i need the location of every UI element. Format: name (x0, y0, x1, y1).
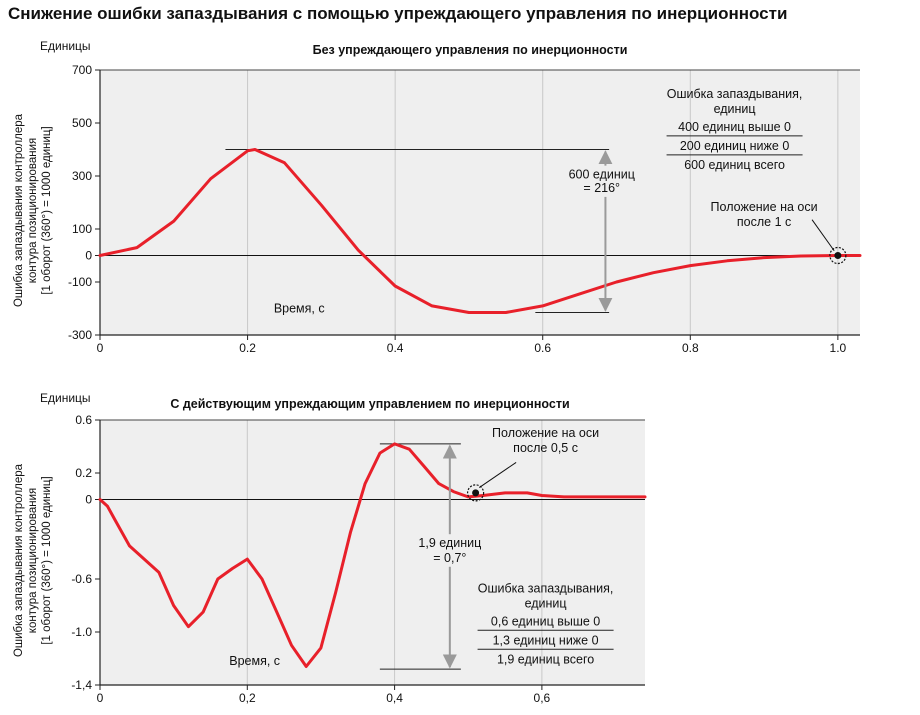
y-tick-label: -100 (68, 275, 92, 289)
plot-background (100, 420, 645, 685)
span-label: = 216° (583, 181, 620, 195)
marker-label: после 1 с (737, 215, 791, 229)
y-tick-label: 100 (72, 222, 92, 236)
x-tick-label: 0.8 (682, 341, 699, 355)
span-label: 600 единиц (569, 168, 635, 182)
series-line (98, 148, 862, 314)
y-axis-label: [1 оборот (360°) = 1000 единиц] (41, 476, 53, 644)
error-box-title: Ошибка запаздывания, (667, 87, 803, 101)
page-margin (905, 20, 920, 715)
y-axis-label: [1 оборот (360°) = 1000 единиц] (41, 126, 53, 294)
span-label-bg (409, 534, 490, 567)
chart-without-feedforward: 700 500 300 100 0 -100 -300 0 0.2 0.4 0.6 0.8 1.0 Без… (13, 39, 862, 355)
x-tick-label: 0.4 (387, 341, 404, 355)
x-axis-label: Время, с (229, 654, 280, 668)
axis-position-dot (834, 252, 842, 259)
y-tick-label: 0 (85, 493, 92, 507)
series-line (98, 442, 647, 668)
axis-position-dot (472, 489, 480, 497)
span-label-bg (561, 165, 642, 197)
y-axis-label: контура позиционирования (27, 488, 39, 633)
y-axis-label: контура позиционирования (27, 138, 39, 283)
y-axis-label: Ошибка запаздывания контроллера (13, 463, 25, 657)
x-tick-label: 0 (97, 691, 104, 705)
x-tick-label: 0,2 (239, 691, 256, 705)
chart-title: Без упреждающего управления по инерционн… (313, 43, 628, 57)
axis-position-marker (829, 246, 847, 265)
error-box-above: 0,6 единиц выше 0 (491, 614, 600, 628)
y-units-label: Единицы (40, 391, 91, 405)
y-tick-label: -300 (68, 328, 92, 342)
axis-position-marker (467, 484, 485, 502)
chart-with-feedforward: 0.6 0.2 0 -0.6 -1.0 -1,4 0 0,2 0,4 0,6 С действующ… (13, 391, 647, 705)
y-tick-label: 300 (72, 169, 92, 183)
error-box-title: единиц (525, 596, 567, 610)
x-tick-label: 0,4 (386, 691, 403, 705)
marker-label: Положение на оси (711, 200, 818, 214)
span-label: 1,9 единиц (418, 536, 481, 550)
y-tick-label: 0.2 (75, 466, 92, 480)
plot-background (100, 70, 860, 335)
error-box-total: 600 единиц всего (684, 158, 785, 172)
error-box-title: единиц (714, 102, 756, 116)
y-tick-label: -0.6 (71, 572, 92, 586)
error-box-below: 200 единиц ниже 0 (680, 139, 789, 153)
x-tick-label: 0,6 (534, 691, 551, 705)
y-tick-label: 0.6 (75, 413, 92, 427)
marker-leader (479, 461, 517, 488)
chart-title: С действующим упреждающим управлением по… (170, 397, 569, 411)
y-tick-label: 700 (72, 63, 92, 77)
y-units-label: Единицы (40, 39, 91, 53)
error-box-above: 400 единиц выше 0 (678, 120, 791, 134)
x-tick-label: 0.6 (534, 341, 551, 355)
x-tick-label: 0.2 (239, 341, 256, 355)
y-tick-label: -1.0 (71, 625, 92, 639)
x-tick-label: 0 (97, 341, 104, 355)
marker-label: Положение на оси (492, 426, 599, 440)
marker-leader (811, 219, 835, 252)
error-box-total: 1,9 единиц всего (497, 652, 594, 666)
error-box-title: Ошибка запаздывания, (478, 581, 614, 595)
x-axis-label: Время, с (274, 302, 325, 316)
y-tick-label: 500 (72, 116, 92, 130)
y-tick-label: 0 (85, 249, 92, 263)
span-label: = 0,7° (433, 551, 466, 565)
error-box-below: 1,3 единиц ниже 0 (493, 633, 599, 647)
y-axis-label: Ошибка запаздывания контроллера (13, 113, 25, 307)
main-title: Снижение ошибки запаздывания с помощью у… (8, 4, 788, 23)
marker-label: после 0,5 с (513, 441, 578, 455)
x-tick-label: 1.0 (830, 341, 847, 355)
y-tick-label: -1,4 (71, 678, 92, 692)
